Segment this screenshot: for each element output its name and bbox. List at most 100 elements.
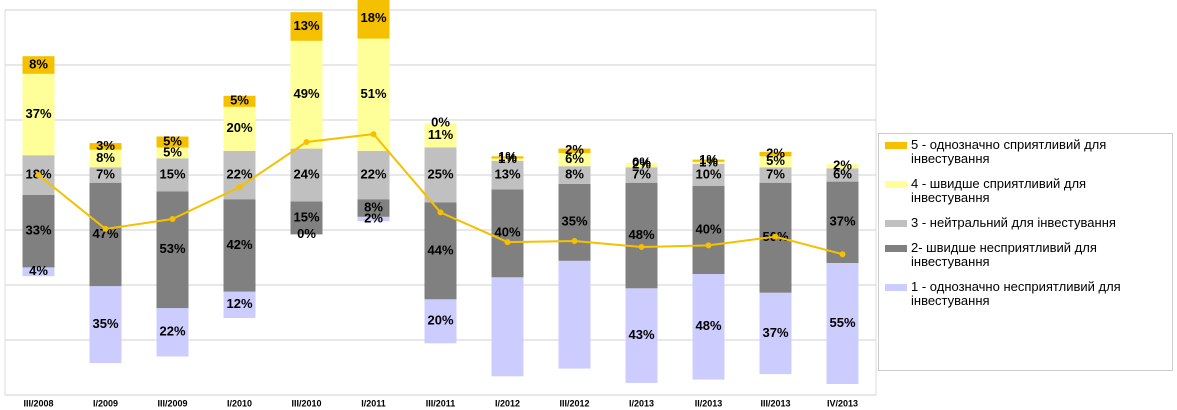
bar-segment bbox=[89, 149, 122, 168]
bar-segment bbox=[223, 291, 256, 318]
bar-segment bbox=[692, 161, 725, 164]
data-label: 18% bbox=[360, 10, 386, 25]
data-label: 51% bbox=[360, 86, 386, 101]
data-label: 1% bbox=[699, 154, 718, 169]
legend-swatch bbox=[885, 142, 907, 149]
data-label: 1% bbox=[699, 152, 718, 167]
x-tick-label: III/2008 bbox=[23, 398, 53, 408]
data-label: 2% bbox=[364, 210, 383, 225]
bar-segment bbox=[826, 181, 859, 263]
data-label: 5% bbox=[766, 153, 785, 168]
data-label: 1% bbox=[498, 149, 517, 164]
line-marker bbox=[370, 131, 377, 138]
bar-segment bbox=[558, 148, 591, 153]
bar-segment bbox=[156, 147, 189, 159]
bar-segment bbox=[759, 156, 792, 168]
bar-segment bbox=[89, 167, 122, 183]
bar-segment bbox=[491, 156, 524, 159]
legend-swatch bbox=[885, 220, 907, 227]
data-label: 43% bbox=[628, 327, 654, 342]
bar-segment bbox=[357, 0, 390, 39]
bar-segment bbox=[89, 182, 122, 287]
data-label: 20% bbox=[226, 120, 252, 135]
data-label: 7% bbox=[766, 166, 785, 181]
legend-swatch bbox=[885, 245, 907, 252]
bar-segment bbox=[156, 136, 189, 148]
bar-segment bbox=[558, 183, 591, 261]
data-label: 15% bbox=[293, 209, 319, 224]
data-label: 37% bbox=[829, 214, 855, 229]
bar-segment bbox=[491, 277, 524, 377]
bar-segment bbox=[357, 216, 390, 222]
data-label: 6% bbox=[833, 166, 852, 181]
legend-item: 2- швидше несприятливий для інвестування bbox=[885, 241, 1168, 269]
line-marker bbox=[35, 172, 42, 178]
bar-segment bbox=[558, 153, 591, 167]
data-label: 0% bbox=[632, 154, 651, 169]
x-tick-label: I/2013 bbox=[629, 398, 654, 408]
bar-segment bbox=[759, 167, 792, 183]
bar-segment bbox=[826, 168, 859, 182]
data-label: 8% bbox=[29, 56, 48, 71]
bar-segment bbox=[290, 201, 323, 235]
data-label: 0% bbox=[431, 115, 450, 130]
data-label: 44% bbox=[427, 242, 453, 257]
bar-segment bbox=[625, 182, 658, 289]
bar-segment bbox=[625, 167, 658, 183]
bar-segment bbox=[558, 166, 591, 184]
line-marker bbox=[303, 139, 310, 145]
data-label: 40% bbox=[695, 221, 721, 236]
bar-segment bbox=[223, 199, 256, 292]
data-label: 1% bbox=[498, 151, 517, 166]
data-label: 13% bbox=[293, 18, 319, 33]
bar-segment bbox=[692, 274, 725, 380]
bar-segment bbox=[22, 73, 55, 156]
line-marker bbox=[236, 184, 243, 191]
x-tick-label: I/2012 bbox=[495, 398, 520, 408]
data-label: 53% bbox=[159, 241, 185, 256]
data-label: 22% bbox=[159, 324, 185, 339]
data-label: 35% bbox=[561, 214, 587, 229]
bar-segment bbox=[156, 158, 189, 192]
x-tick-label: IV/2013 bbox=[827, 398, 858, 408]
x-tick-label: I/2010 bbox=[227, 398, 252, 408]
data-label: 5% bbox=[230, 93, 249, 108]
data-label: 2% bbox=[766, 146, 785, 161]
data-label: 24% bbox=[293, 166, 319, 181]
data-label: 48% bbox=[695, 318, 721, 333]
line-marker bbox=[839, 251, 846, 258]
bar-segment bbox=[625, 288, 658, 383]
bar-segment bbox=[22, 194, 55, 268]
legend-item: 5 - однозначно сприятливий для інвестува… bbox=[885, 138, 1168, 166]
data-label: 25% bbox=[427, 166, 453, 181]
line-marker bbox=[169, 216, 176, 222]
legend-swatch bbox=[885, 284, 907, 291]
legend-item: 3 - нейтральний для інвестування bbox=[885, 216, 1168, 230]
legend: 5 - однозначно сприятливий для інвестува… bbox=[878, 133, 1173, 371]
legend-item: 4 - швидше сприятливий для інвестування bbox=[885, 177, 1168, 205]
data-label: 37% bbox=[762, 325, 788, 340]
bar-segment bbox=[223, 106, 256, 151]
data-label: 13% bbox=[494, 166, 520, 181]
bar-segment bbox=[692, 164, 725, 186]
data-label: 35% bbox=[92, 316, 118, 331]
bar-segment bbox=[692, 186, 725, 274]
bar-segment bbox=[357, 150, 390, 200]
line-marker bbox=[504, 239, 511, 246]
data-label: 37% bbox=[25, 106, 51, 121]
x-tick-label: III/2011 bbox=[426, 398, 456, 408]
data-label: 33% bbox=[25, 223, 51, 238]
data-label: 49% bbox=[293, 86, 319, 101]
data-label: 22% bbox=[360, 166, 386, 181]
bar-segment bbox=[826, 263, 859, 384]
legend-item: 1 - однозначно несприятливий для інвесту… bbox=[885, 280, 1168, 308]
legend-label: 4 - швидше сприятливий для інвестування bbox=[911, 176, 1087, 205]
x-tick-label: I/2009 bbox=[93, 398, 118, 408]
x-tick-label: I/2011 bbox=[361, 398, 386, 408]
data-label: 5% bbox=[163, 133, 182, 148]
legend-label: 1 - однозначно несприятливий для інвесту… bbox=[911, 279, 1121, 308]
data-label: 15% bbox=[159, 166, 185, 181]
bar-segment bbox=[89, 286, 122, 364]
data-label: 42% bbox=[226, 237, 252, 252]
